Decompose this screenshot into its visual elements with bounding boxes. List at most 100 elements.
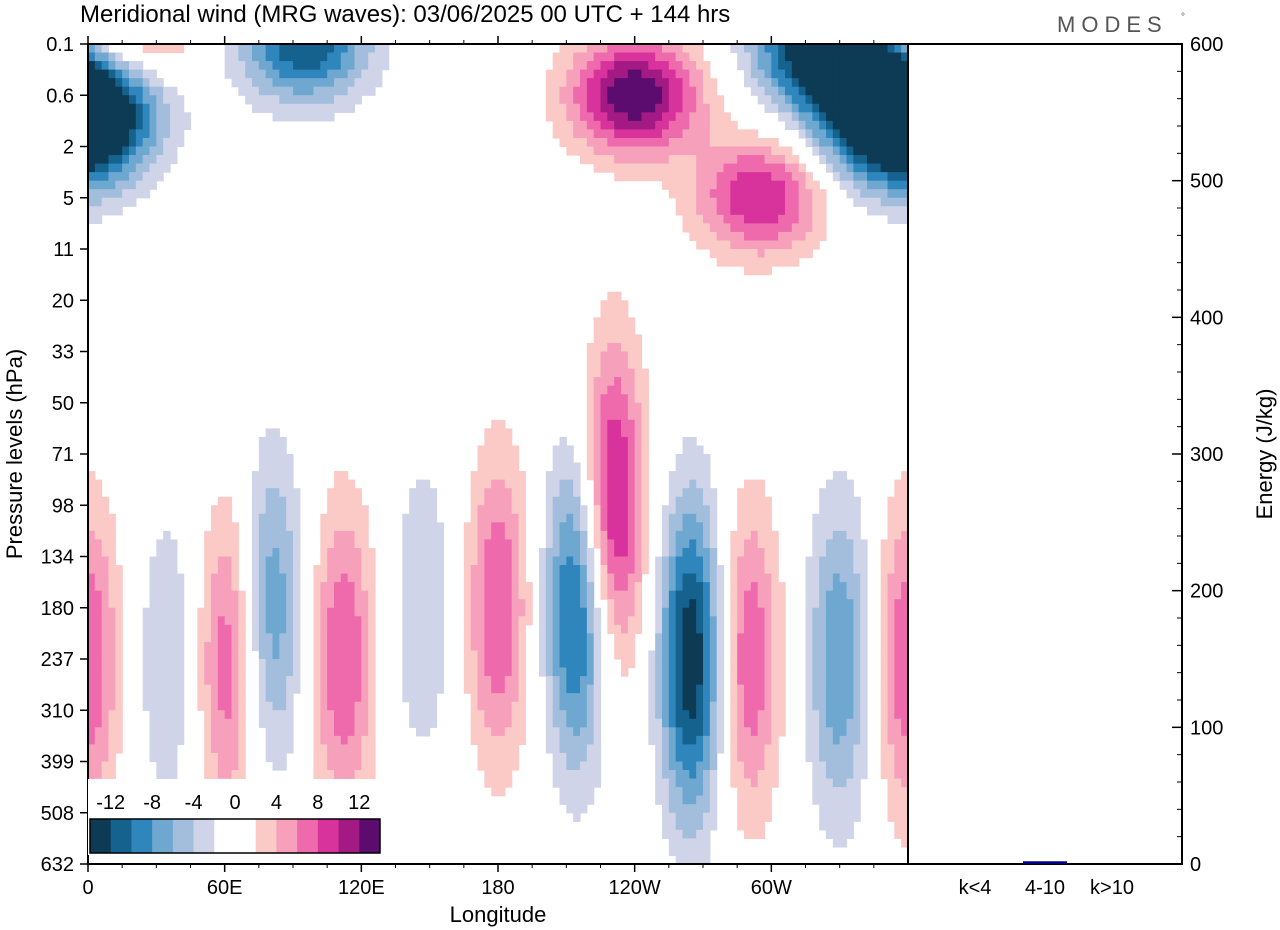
heat-cell xyxy=(867,206,875,216)
heat-cell xyxy=(668,693,677,703)
heat-cell xyxy=(204,770,212,780)
heat-cell xyxy=(764,197,772,207)
heat-cell xyxy=(149,599,157,609)
heat-cell xyxy=(484,565,492,575)
heat-cell xyxy=(880,95,889,105)
heat-cell xyxy=(750,52,759,62)
heat-cell xyxy=(217,761,226,771)
heat-cell xyxy=(94,659,103,669)
heat-cell xyxy=(122,137,130,148)
heat-cell xyxy=(600,146,608,156)
heat-cell xyxy=(368,752,376,763)
heat-cell xyxy=(791,120,800,131)
heat-cell xyxy=(730,770,738,780)
heat-cell xyxy=(313,86,321,96)
heat-cell xyxy=(586,718,595,728)
heat-cell xyxy=(211,744,219,754)
heat-cell xyxy=(757,44,766,54)
heat-cell xyxy=(832,752,841,763)
heat-cell xyxy=(846,752,854,763)
heat-cell xyxy=(846,137,854,148)
heat-cell xyxy=(689,641,697,652)
heat-cell xyxy=(682,513,690,523)
heat-cell xyxy=(566,471,574,481)
heat-cell xyxy=(286,582,294,592)
heat-cell xyxy=(826,120,834,131)
heat-cell xyxy=(696,129,704,139)
heat-cell xyxy=(354,761,362,771)
heat-cell xyxy=(873,155,882,165)
heat-cell xyxy=(347,633,356,643)
heat-cell xyxy=(347,479,356,489)
heat-cell xyxy=(573,479,581,489)
heat-cell xyxy=(327,44,335,54)
heat-cell xyxy=(586,402,595,412)
heat-cell xyxy=(498,693,506,703)
heat-cell xyxy=(662,137,670,148)
heat-cell xyxy=(347,530,356,541)
heat-cell xyxy=(607,479,615,489)
heat-cell xyxy=(149,103,157,113)
heat-cell xyxy=(846,163,854,173)
heat-cell xyxy=(108,530,116,541)
heat-cell xyxy=(621,61,629,71)
heat-cell xyxy=(293,547,301,558)
heat-cell xyxy=(648,667,656,677)
heat-cell xyxy=(566,120,574,131)
heat-cell xyxy=(778,684,786,694)
heat-cell xyxy=(258,556,267,566)
heat-cell xyxy=(511,547,520,558)
heat-cell xyxy=(703,189,711,199)
heat-cell xyxy=(258,95,267,105)
heat-cell xyxy=(552,744,561,754)
heat-cell xyxy=(334,718,342,728)
heat-cell xyxy=(846,684,854,694)
heat-cell xyxy=(771,44,779,54)
heat-cell xyxy=(839,556,848,566)
heat-cell xyxy=(805,607,813,617)
heat-cell xyxy=(798,180,807,190)
heat-cell xyxy=(586,761,595,771)
heat-cell xyxy=(839,471,848,481)
heat-cell xyxy=(839,44,848,54)
heat-cell xyxy=(170,667,178,677)
heat-cell xyxy=(682,69,690,79)
heat-cell xyxy=(600,547,608,558)
heat-cell xyxy=(211,513,219,523)
heat-cell xyxy=(347,693,356,703)
heat-cell xyxy=(771,539,779,549)
heat-cell xyxy=(320,633,328,643)
heat-cell xyxy=(327,103,335,113)
heat-cell xyxy=(778,249,786,259)
heat-cell xyxy=(115,590,123,600)
y-tick-label: 98 xyxy=(52,495,74,517)
heat-cell xyxy=(327,718,335,728)
y-tick-label: 71 xyxy=(52,444,74,466)
heat-cell xyxy=(791,69,800,79)
heat-cell xyxy=(422,727,431,737)
heat-cell xyxy=(470,710,479,720)
heat-cell xyxy=(101,496,110,506)
heat-cell xyxy=(703,804,711,814)
heat-cell xyxy=(757,752,766,763)
heat-cell xyxy=(94,155,103,165)
heat-cell xyxy=(108,95,116,105)
heat-cell xyxy=(156,582,164,592)
heat-cell xyxy=(115,146,123,156)
heat-cell xyxy=(703,795,711,805)
heat-cell xyxy=(101,172,110,182)
heat-cell xyxy=(484,778,492,788)
heat-cell xyxy=(265,454,274,464)
heat-cell xyxy=(839,61,848,71)
heat-cell xyxy=(163,547,171,558)
heat-cell xyxy=(149,684,157,694)
heat-cell xyxy=(832,838,841,848)
heat-cell xyxy=(115,701,123,711)
heat-cell xyxy=(826,701,834,711)
heat-cell xyxy=(94,214,103,224)
heat-cell xyxy=(675,488,684,498)
heat-cell xyxy=(819,812,827,822)
heat-cell xyxy=(853,659,861,669)
heat-cell xyxy=(163,641,171,652)
colorbar-frame xyxy=(89,818,381,854)
